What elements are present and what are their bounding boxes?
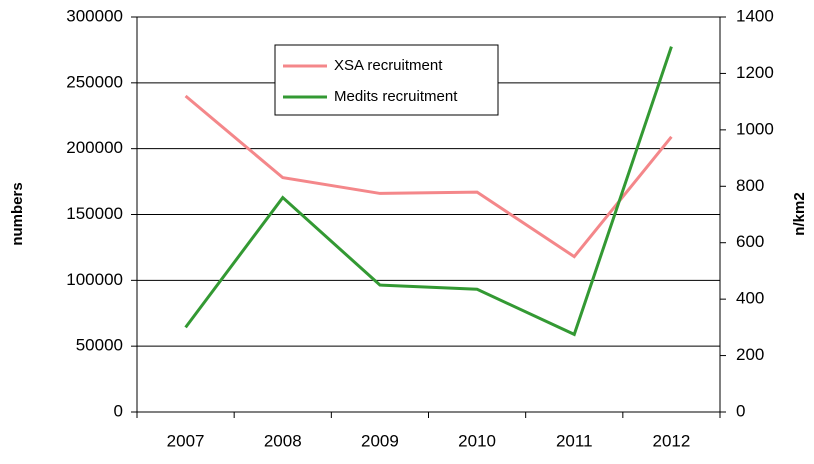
y-tick-label: 150000 bbox=[66, 204, 123, 223]
legend-label: Medits recruitment bbox=[334, 88, 458, 105]
y-axis-label: numbers bbox=[9, 182, 26, 245]
y2-tick-label: 800 bbox=[736, 176, 764, 195]
y-tick-label: 100000 bbox=[66, 270, 123, 289]
y-tick-label: 200000 bbox=[66, 138, 123, 157]
x-tick-label: 2007 bbox=[167, 431, 205, 450]
legend-label: XSA recruitment bbox=[334, 57, 443, 74]
y2-tick-label: 1400 bbox=[736, 6, 774, 25]
y-tick-label: 300000 bbox=[66, 6, 123, 25]
x-tick-label: 2010 bbox=[458, 431, 496, 450]
series-line bbox=[184, 94, 673, 259]
x-tick-label: 2011 bbox=[556, 431, 593, 450]
x-tick-label: 2008 bbox=[264, 431, 302, 450]
y2-tick-label: 1000 bbox=[736, 119, 774, 138]
x-tick-label: 2009 bbox=[361, 431, 399, 450]
y-tick-label: 0 bbox=[114, 401, 123, 420]
legend-box bbox=[274, 44, 499, 116]
x-tick-label: 2012 bbox=[653, 431, 691, 450]
y2-tick-label: 1200 bbox=[736, 63, 774, 82]
y-tick-label: 250000 bbox=[66, 72, 123, 91]
y2-axis-label: n/km2 bbox=[791, 192, 808, 235]
y2-tick-label: 0 bbox=[736, 401, 745, 420]
series-line bbox=[184, 46, 673, 337]
y2-tick-label: 400 bbox=[736, 289, 764, 308]
y2-tick-label: 200 bbox=[736, 345, 764, 364]
y-tick-label: 50000 bbox=[76, 336, 123, 355]
y2-tick-label: 600 bbox=[736, 232, 764, 251]
